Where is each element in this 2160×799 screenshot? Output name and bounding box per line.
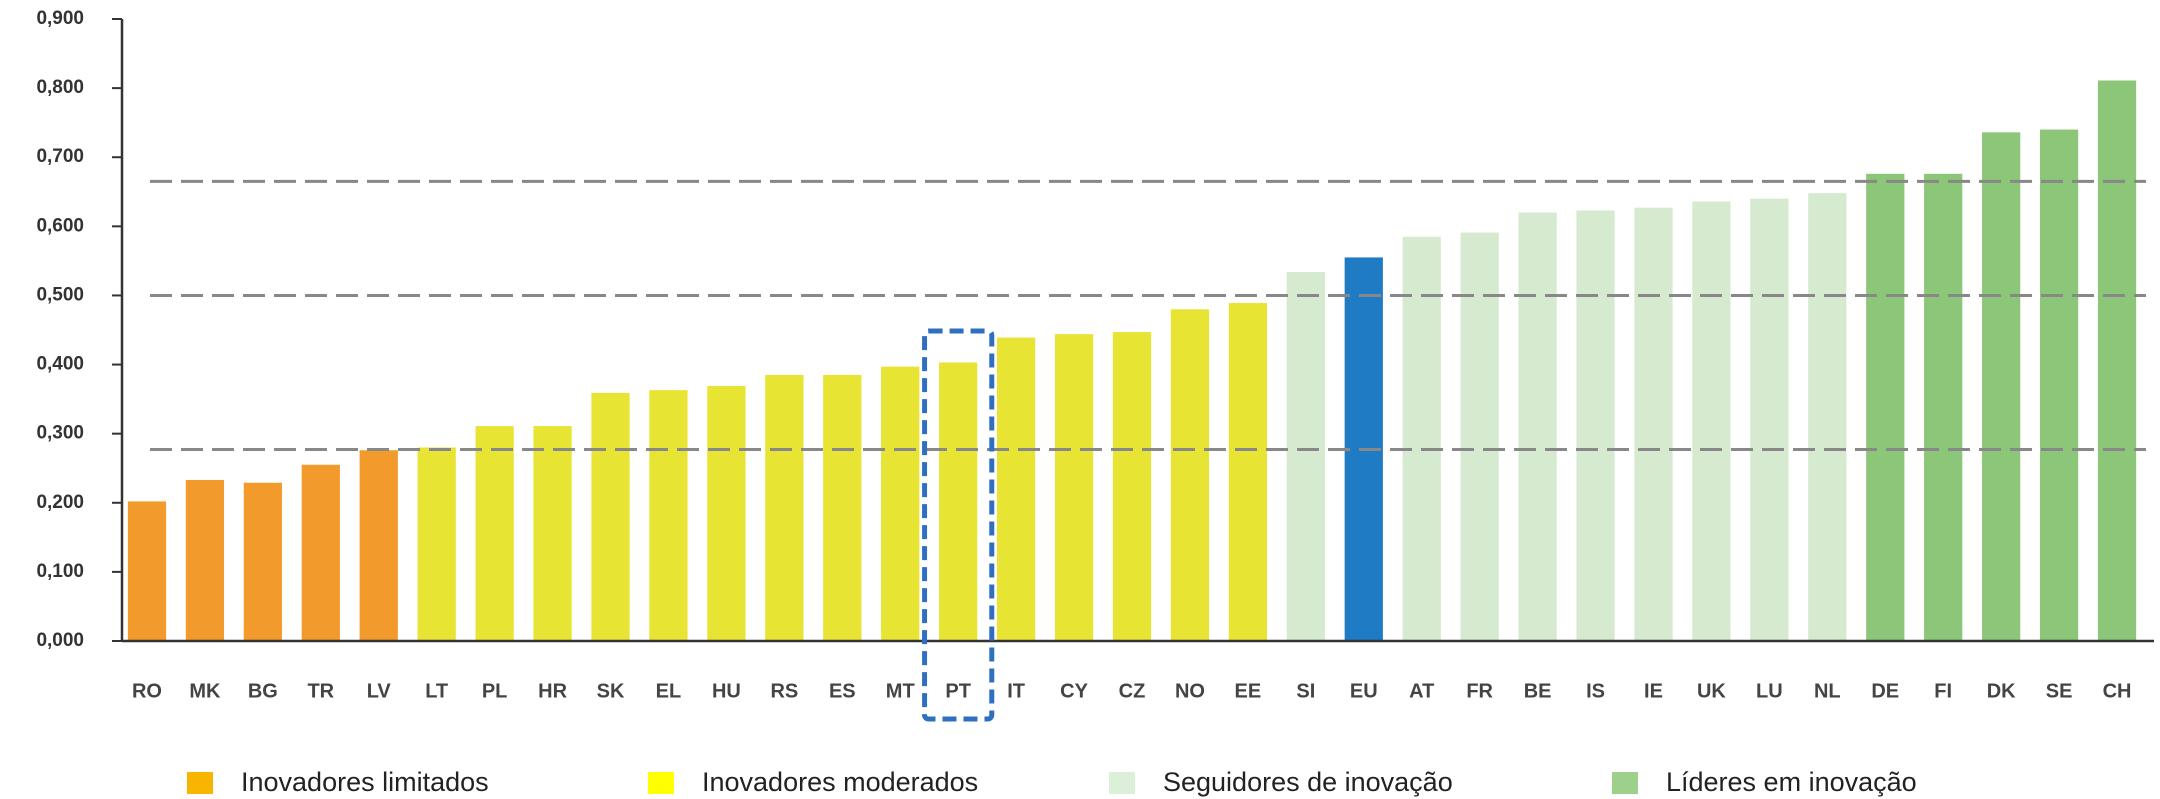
bar — [1924, 173, 1963, 641]
bar — [1750, 198, 1789, 641]
bar — [591, 392, 630, 641]
x-tick-label: FR — [1466, 680, 1493, 702]
x-tick-label: PT — [945, 680, 971, 702]
bar — [1228, 303, 1268, 641]
highlight-box — [922, 328, 995, 722]
bar — [1692, 201, 1731, 641]
bar — [1808, 193, 1847, 641]
x-tick-label: RS — [770, 680, 798, 702]
x-tick-label: DE — [1871, 680, 1899, 702]
bar — [1170, 309, 1210, 641]
x-tick-label: MK — [189, 680, 221, 702]
x-tick-label: MT — [886, 680, 915, 702]
bar — [185, 479, 225, 641]
x-tick-label: CY — [1060, 680, 1088, 702]
bar — [881, 366, 920, 641]
y-tick-label: 0,200 — [36, 492, 84, 513]
bar — [1054, 334, 1094, 641]
legend-swatch — [187, 772, 213, 794]
bar — [1460, 232, 1499, 641]
x-tick-label: CZ — [1119, 680, 1146, 702]
bar — [1576, 210, 1615, 641]
x-tick-label: NL — [1814, 680, 1841, 702]
y-tick-label: 0,900 — [36, 8, 84, 29]
x-tick-label: IT — [1007, 680, 1025, 702]
x-tick-label: SI — [1296, 680, 1315, 702]
x-tick-label: EU — [1350, 680, 1378, 702]
x-tick-label: CH — [2103, 680, 2132, 702]
bar — [127, 501, 167, 641]
x-tick-label: RO — [132, 680, 162, 702]
x-tick-label: ES — [829, 680, 856, 702]
bar — [359, 450, 398, 641]
bar — [1518, 212, 1557, 641]
bar — [1402, 236, 1441, 641]
y-tick-label: 0,300 — [36, 423, 84, 444]
bar — [1286, 271, 1325, 641]
bar — [996, 337, 1036, 641]
x-tick-label: NO — [1175, 680, 1205, 702]
y-tick-label: 0,400 — [36, 354, 84, 375]
bar — [475, 426, 514, 641]
bar — [1866, 173, 1905, 641]
legend-swatch — [648, 772, 674, 794]
x-tick-label: LU — [1756, 680, 1783, 702]
legend-label: Líderes em inovação — [1666, 767, 1917, 797]
x-tick-label: SK — [597, 680, 625, 702]
y-tick-label: 0,800 — [36, 77, 84, 98]
x-tick-label: TR — [307, 680, 334, 702]
bar — [1634, 207, 1673, 641]
legend-label: Inovadores limitados — [241, 767, 489, 797]
x-tick-label: HU — [712, 680, 741, 702]
bar — [1982, 132, 2021, 641]
bar — [301, 464, 340, 641]
x-tick-label: LT — [425, 680, 448, 702]
x-tick-label: IE — [1644, 680, 1663, 702]
y-tick-label: 0,600 — [36, 215, 84, 236]
y-tick-label: 0,700 — [36, 146, 84, 167]
x-tick-label: LV — [367, 680, 392, 702]
legend-swatch — [1612, 772, 1638, 794]
x-tick-label: UK — [1697, 680, 1726, 702]
x-tick-label: SE — [2046, 680, 2073, 702]
bar — [243, 482, 282, 641]
legend-label: Seguidores de inovação — [1163, 767, 1453, 797]
x-tick-label: HR — [538, 680, 567, 702]
bar — [417, 447, 456, 641]
x-tick-label: BG — [248, 680, 278, 702]
y-tick-label: 0,000 — [36, 630, 84, 651]
x-tick-label: FI — [1934, 680, 1952, 702]
bar — [2039, 129, 2079, 642]
bar — [649, 390, 688, 641]
x-tick-label: BE — [1524, 680, 1552, 702]
x-tick-label: EL — [656, 680, 682, 702]
x-tick-label: EE — [1235, 680, 1262, 702]
legend-swatch — [1109, 772, 1135, 794]
x-tick-label: IS — [1586, 680, 1605, 702]
legend-label: Inovadores moderados — [702, 767, 978, 797]
y-tick-label: 0,100 — [36, 561, 84, 582]
bar — [707, 385, 746, 641]
bar — [939, 362, 978, 641]
x-tick-label: DK — [1987, 680, 2016, 702]
x-tick-label: PL — [482, 680, 508, 702]
bar — [765, 374, 804, 641]
bar — [823, 374, 862, 641]
y-tick-label: 0,500 — [36, 284, 84, 305]
bar — [2097, 80, 2137, 641]
bar — [533, 426, 572, 641]
bar — [1112, 332, 1152, 641]
x-tick-label: AT — [1409, 680, 1434, 702]
